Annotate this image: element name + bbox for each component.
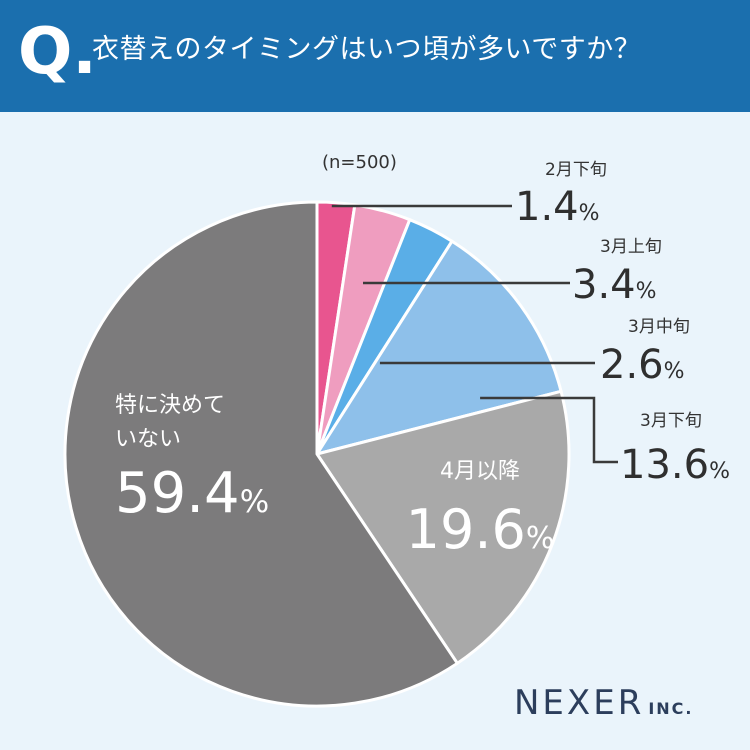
- slice-label: いない: [115, 427, 181, 452]
- leader-line: [480, 396, 618, 464]
- logo-text: NEXER: [514, 683, 645, 723]
- pie-slice: [63, 200, 459, 708]
- callout-leaders: [331, 204, 618, 464]
- pie-slice: [315, 389, 571, 665]
- nexer-logo: NEXER INC.: [514, 686, 694, 720]
- pie-slices: [63, 200, 571, 708]
- slice-value: 59.4%: [115, 461, 269, 526]
- slice-label: 4月以降: [440, 459, 520, 484]
- chart-labels: (n=500) 2月下旬 1.4%3月上旬 3.4% 3月中旬 2.6% 3月下旬 13.6%…: [115, 152, 730, 561]
- pie-slice: [315, 239, 563, 456]
- callout-value: 1.4%: [515, 184, 600, 230]
- sample-size-note: (n=500): [322, 152, 397, 173]
- callout-label: 3月中旬: [628, 317, 690, 337]
- slice-label: 特に決めて: [115, 393, 225, 418]
- header-banner: Q. 衣替えのタイミングはいつ頃が多いですか？: [0, 0, 750, 112]
- logo-suffix: INC.: [648, 699, 694, 718]
- q-mark: Q.: [18, 15, 97, 89]
- callout-label: 3月下旬: [640, 411, 702, 431]
- callout-value: 13.6%: [620, 442, 730, 488]
- callout-label: 2月下旬: [545, 160, 607, 180]
- callout-value: 2.6%: [600, 342, 685, 388]
- slice-value: 19.6%: [406, 498, 555, 561]
- callout-label: 3月上旬: [600, 237, 662, 257]
- callout-value: 3.4%: [572, 262, 657, 308]
- question-title: 衣替えのタイミングはいつ頃が多いですか？: [92, 34, 642, 65]
